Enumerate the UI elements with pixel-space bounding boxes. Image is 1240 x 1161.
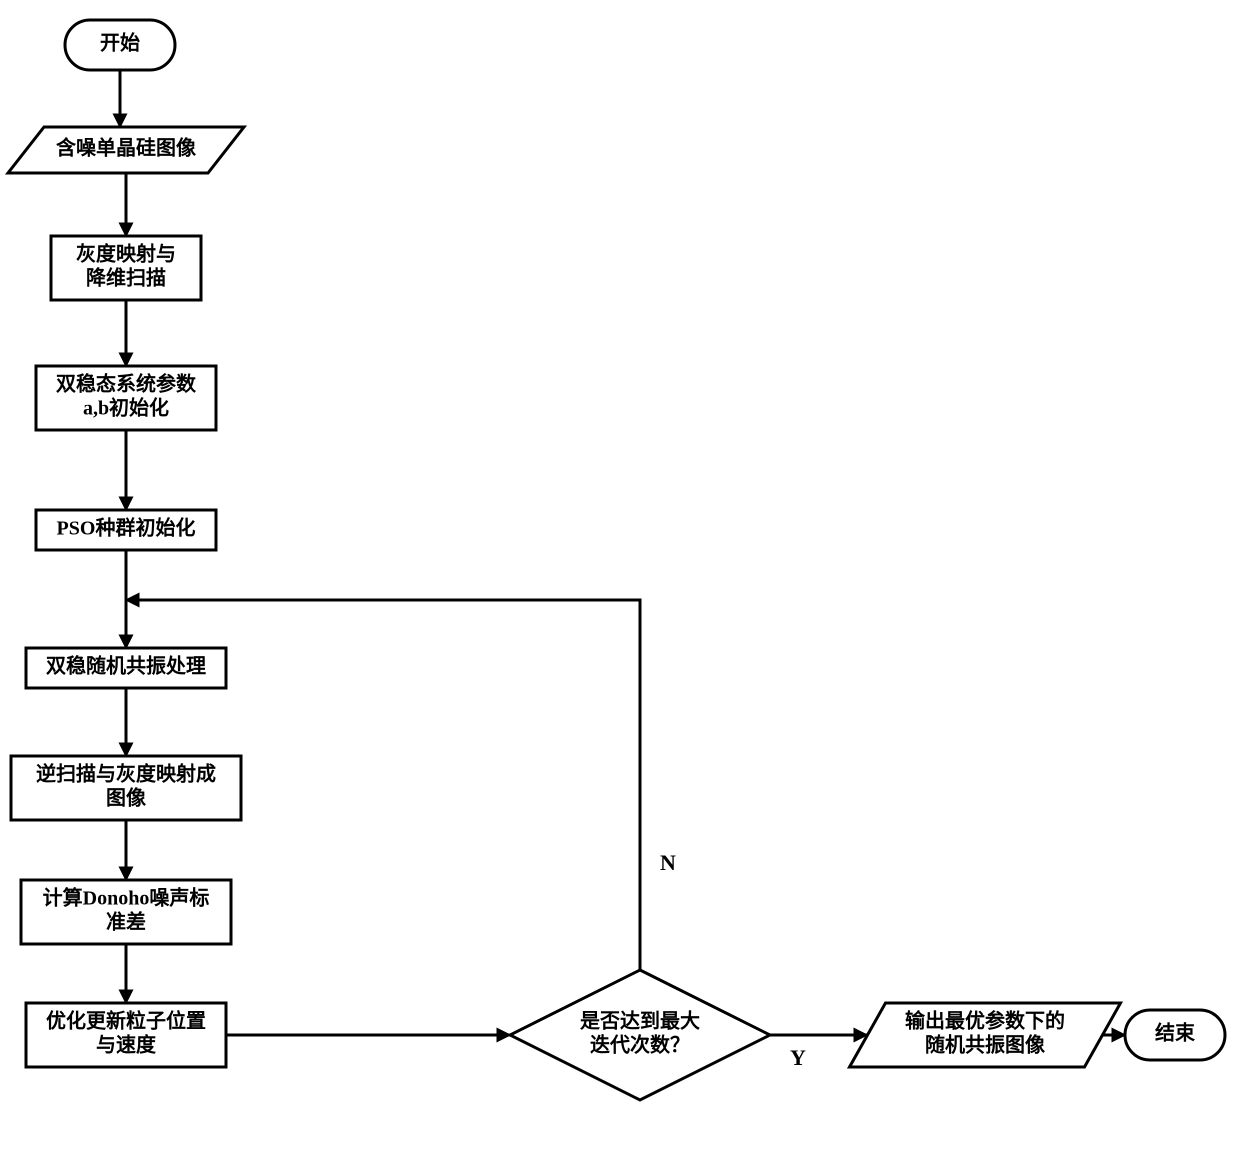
svg-text:结束: 结束 [1155, 1021, 1196, 1045]
svg-text:a,b初始化: a,b初始化 [83, 396, 169, 420]
svg-text:逆扫描与灰度映射成: 逆扫描与灰度映射成 [36, 762, 216, 786]
svg-text:准差: 准差 [106, 910, 146, 934]
svg-text:双稳态系统参数: 双稳态系统参数 [56, 372, 197, 396]
edge-label-Y: Y [790, 1045, 806, 1070]
svg-text:开始: 开始 [100, 31, 140, 55]
svg-text:是否达到最大: 是否达到最大 [579, 1010, 700, 1033]
svg-text:降维扫描: 降维扫描 [86, 266, 166, 290]
svg-text:优化更新粒子位置: 优化更新粒子位置 [46, 1009, 206, 1033]
svg-text:图像: 图像 [106, 786, 147, 810]
svg-text:PSO种群初始化: PSO种群初始化 [57, 516, 196, 540]
svg-text:计算Donoho噪声标: 计算Donoho噪声标 [43, 886, 210, 910]
svg-text:输出最优参数下的: 输出最优参数下的 [905, 1009, 1065, 1033]
svg-text:灰度映射与: 灰度映射与 [76, 242, 176, 266]
svg-text:与速度: 与速度 [96, 1033, 157, 1057]
svg-text:迭代次数？: 迭代次数？ [590, 1033, 690, 1057]
svg-text:随机共振图像: 随机共振图像 [925, 1033, 1046, 1057]
edge-label-N: N [660, 850, 676, 875]
svg-text:含噪单晶硅图像: 含噪单晶硅图像 [56, 136, 197, 160]
svg-text:双稳随机共振处理: 双稳随机共振处理 [46, 654, 206, 678]
